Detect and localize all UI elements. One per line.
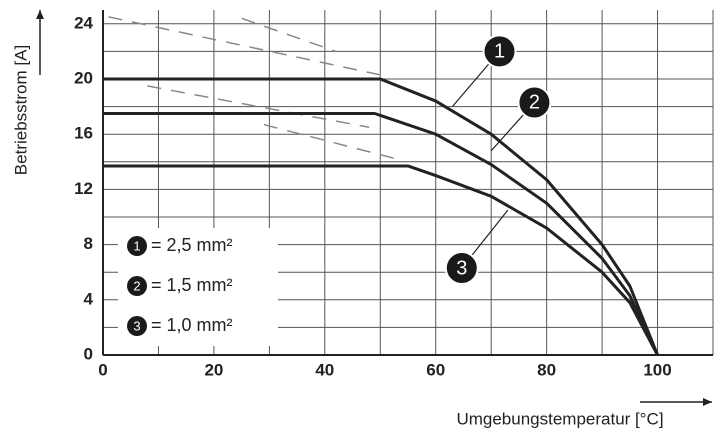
legend-label: = 2,5 mm² — [151, 235, 233, 255]
legend-label: = 1,0 mm² — [151, 315, 233, 335]
y-tick-label: 16 — [74, 124, 93, 143]
legend-marker-label: 2 — [133, 278, 140, 293]
y-tick-label: 24 — [74, 13, 93, 32]
legend: 1 = 2,5 mm² 2 = 1,5 mm² 3 = 1,0 mm² — [118, 228, 278, 346]
legend-marker-label: 3 — [133, 318, 140, 333]
x-tick-label: 80 — [537, 360, 556, 379]
callout-label: 3 — [456, 257, 467, 279]
y-tick-label: 12 — [74, 179, 93, 198]
y-arrow-head — [36, 10, 44, 19]
dashed-line — [108, 16, 381, 76]
y-tick-label: 4 — [84, 289, 94, 308]
legend-label: = 1,5 mm² — [151, 275, 233, 295]
x-tick-label: 40 — [315, 360, 334, 379]
y-tick-label: 8 — [84, 234, 93, 253]
x-tick-label: 20 — [204, 360, 223, 379]
y-tick-label: 0 — [84, 344, 93, 363]
legend-marker — [127, 236, 147, 256]
dashed-line — [263, 123, 403, 162]
callout-circle — [444, 251, 479, 286]
line — [103, 112, 659, 356]
callout-circle — [482, 34, 517, 69]
line — [103, 77, 659, 356]
y-axis-label: Betriebsstrom [A] — [11, 45, 30, 175]
y-tick-label: 20 — [74, 68, 93, 87]
x-tick-label: 100 — [643, 360, 671, 379]
line — [103, 164, 659, 356]
x-axis-label: Umgebungstemperatur [°C] — [456, 409, 663, 428]
callout-label: 2 — [529, 92, 540, 114]
callout-circle — [517, 85, 552, 120]
dashed-line — [147, 85, 370, 129]
x-arrow-head — [703, 398, 712, 406]
x-tick-label: 0 — [98, 360, 107, 379]
legend-marker-label: 1 — [133, 238, 140, 253]
callout-label: 1 — [494, 41, 505, 63]
x-tick-label: 60 — [426, 360, 445, 379]
legend-marker — [127, 276, 147, 296]
dashed-line — [241, 17, 337, 53]
legend-marker — [127, 316, 147, 336]
